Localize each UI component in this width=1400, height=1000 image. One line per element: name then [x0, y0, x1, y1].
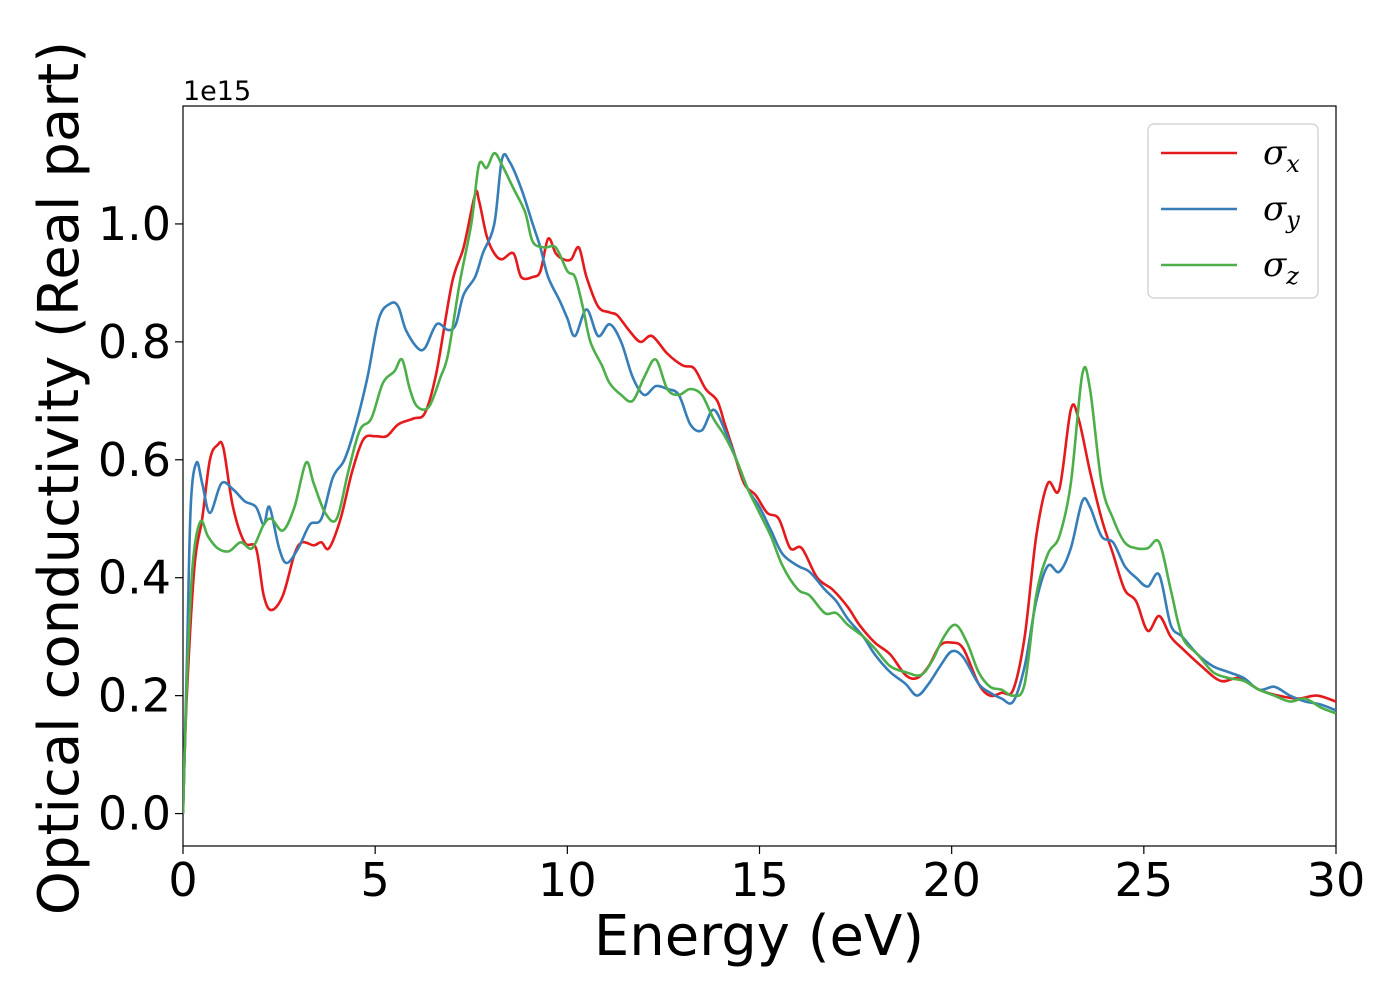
- x-tick-label: 30: [1307, 853, 1366, 907]
- x-axis-ticks: 0 5 10 15 20 25 30: [168, 846, 1365, 907]
- legend-label-z: σz: [1263, 245, 1299, 290]
- y-axis-ticks: 0.0 0.2 0.4 0.6 0.8 1.0: [98, 197, 183, 841]
- y-tick-label: 0.6: [98, 433, 171, 487]
- x-tick-label: 15: [730, 853, 789, 907]
- legend-label-x: σx: [1263, 133, 1300, 178]
- legend-box: [1147, 123, 1319, 299]
- series-layer: [183, 151, 1336, 814]
- x-tick-label: 25: [1115, 853, 1174, 907]
- legend: σx σy σz: [1147, 123, 1319, 299]
- series-line-z: [183, 151, 1336, 814]
- x-tick-label: 0: [168, 853, 197, 907]
- y-tick-label: 1.0: [98, 197, 171, 251]
- y-tick-label: 0.4: [98, 551, 171, 605]
- y-tick-label: 0.2: [98, 669, 171, 723]
- y-tick-label: 0.8: [98, 315, 171, 369]
- y-tick-label: 0.0: [98, 787, 171, 841]
- legend-label-y: σy: [1263, 189, 1300, 234]
- x-axis-title: Energy (eV): [594, 904, 924, 969]
- x-tick-label: 10: [538, 853, 597, 907]
- y-axis-offset-label: 1e15: [183, 76, 251, 107]
- y-axis-title: Optical conductivity (Real part): [27, 41, 92, 915]
- x-tick-label: 5: [361, 853, 390, 907]
- x-tick-label: 20: [922, 853, 981, 907]
